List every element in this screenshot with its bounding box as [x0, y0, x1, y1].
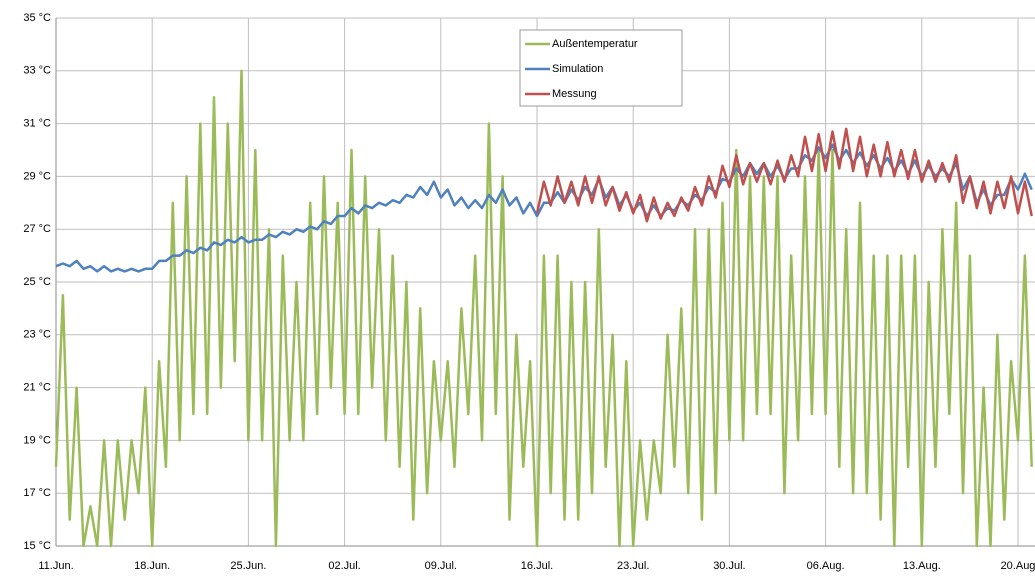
y-tick-label: 21 °C — [23, 382, 51, 394]
x-tick-label: 11.Jun. — [38, 560, 73, 572]
y-tick-label: 15 °C — [23, 540, 51, 552]
y-tick-label: 29 °C — [23, 170, 51, 182]
series-line — [535, 127, 1033, 223]
x-tick-label: 02.Jul. — [328, 560, 360, 572]
y-tick-label: 17 °C — [23, 487, 51, 499]
y-tick-label: 33 °C — [23, 65, 51, 77]
series-line — [54, 69, 1033, 548]
y-tick-label: 35 °C — [23, 12, 51, 24]
x-tick-label: 20.Aug — [1001, 560, 1035, 572]
y-tick-label: 19 °C — [23, 434, 51, 446]
x-tick-label: 13.Aug. — [903, 560, 941, 572]
y-tick-label: 23 °C — [23, 329, 51, 341]
legend-label: Außentemperatur — [552, 38, 638, 50]
x-tick-label: 06.Aug. — [807, 560, 845, 572]
legend-label: Simulation — [552, 63, 603, 75]
y-tick-label: 31 °C — [23, 118, 51, 130]
y-tick-label: 27 °C — [23, 223, 51, 235]
x-tick-label: 09.Jul. — [425, 560, 457, 572]
x-tick-label: 25.Jun. — [230, 560, 266, 572]
x-tick-label: 30.Jul. — [713, 560, 745, 572]
x-tick-label: 16.Jul. — [521, 560, 553, 572]
x-tick-label: 18.Jun. — [134, 560, 170, 572]
legend-label: Messung — [552, 88, 597, 100]
x-tick-label: 23.Jul. — [617, 560, 649, 572]
y-tick-label: 25 °C — [23, 276, 51, 288]
